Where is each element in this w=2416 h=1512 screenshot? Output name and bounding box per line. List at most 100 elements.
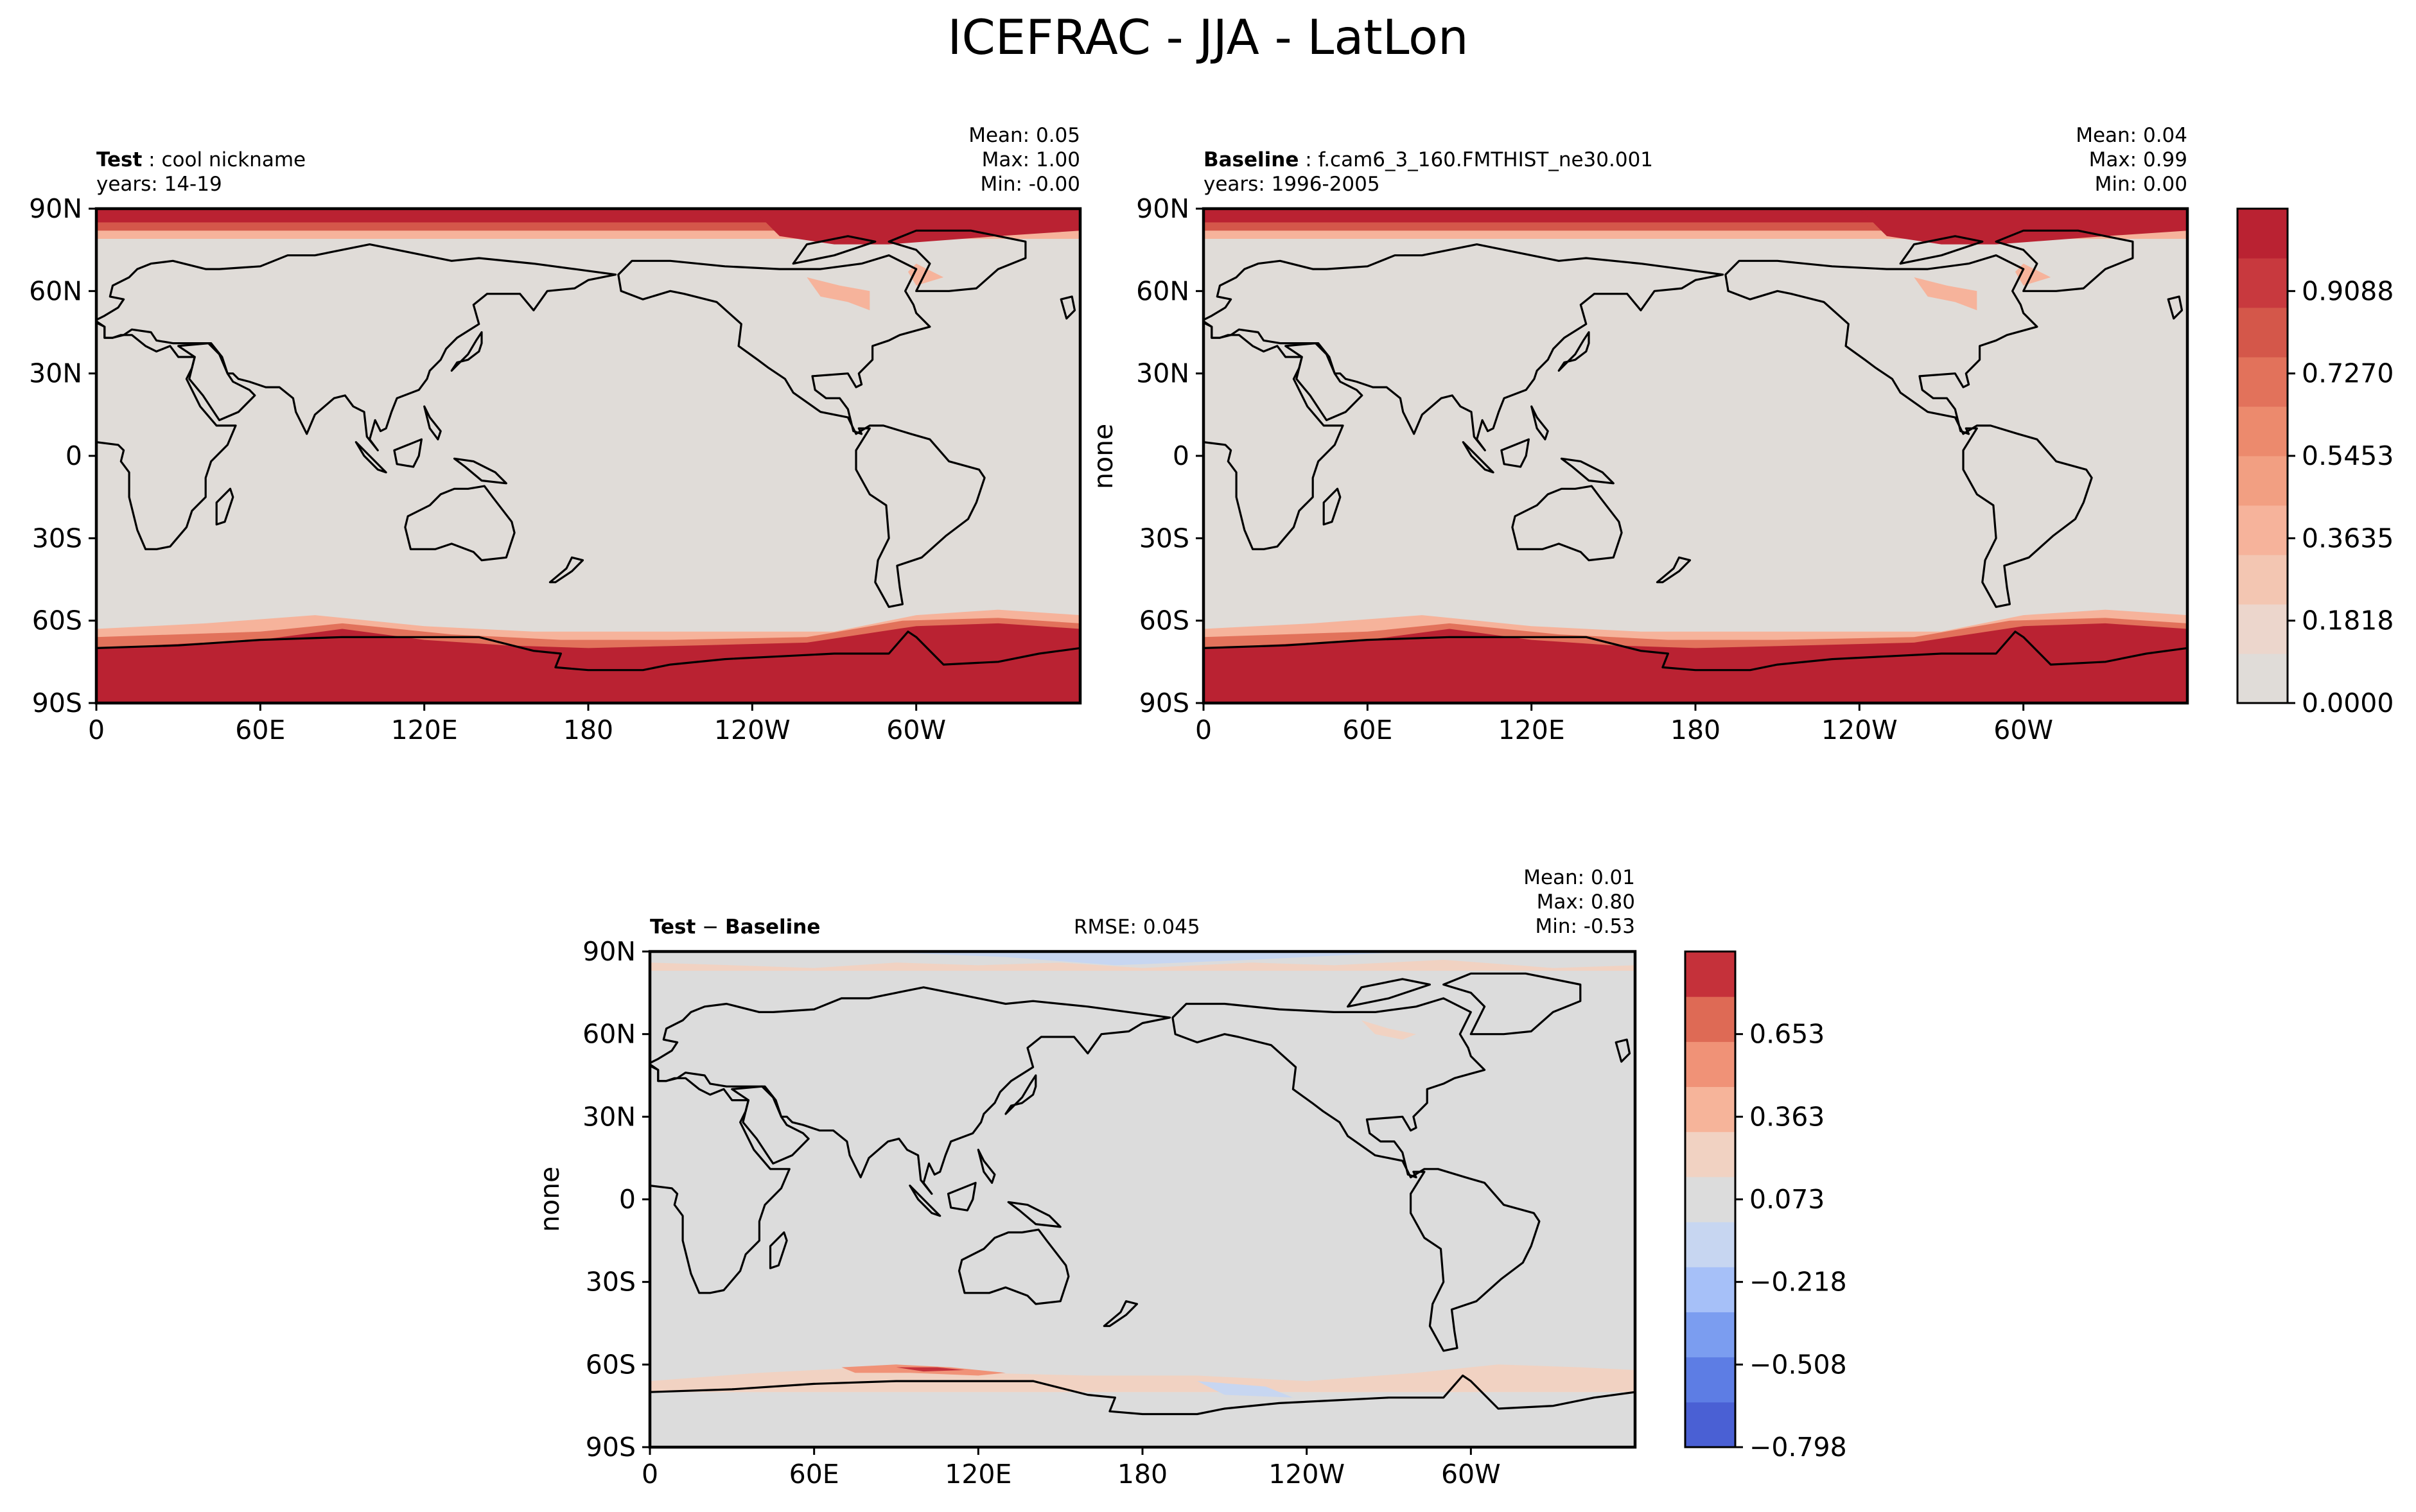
lat-tick-label: 90S: [32, 688, 82, 718]
colorbar-segment: [1685, 1357, 1735, 1403]
field-2: [1204, 209, 2187, 703]
lon-tick-label: 60E: [235, 715, 285, 745]
colorbar-segment: [2237, 308, 2288, 358]
colorbar-tick-label: 0.9088: [2302, 275, 2394, 306]
baseline-case-name: f.cam6_3_160.FMTHIST_ne30.001: [1318, 148, 1654, 171]
coastline-3: [404, 485, 516, 562]
colorbar-segment: [1685, 1402, 1735, 1448]
test-case-label: Test: [96, 148, 143, 171]
lat-tick-label: 60S: [32, 605, 82, 636]
lon-tick-label: 120W: [1268, 1459, 1345, 1490]
colorbar-segment: [1685, 996, 1735, 1042]
diff-header: Test − Baseline: [650, 915, 820, 939]
lat-tick-label: 30S: [32, 523, 82, 553]
coastline-6: [650, 1374, 1635, 1447]
coastline-8: [1004, 1074, 1037, 1115]
colorbar-tick-label: 0.1818: [2302, 605, 2394, 636]
lat-tick-label: 60N: [582, 1019, 636, 1050]
diff-label-a: Test: [650, 916, 696, 939]
colorbar-segment: [2237, 555, 2288, 605]
coastline-1: [731, 1085, 810, 1165]
test-years: years: 14-19: [96, 173, 222, 196]
coastline-14: [423, 405, 442, 440]
colorbar-segment: [2237, 357, 2288, 407]
diff-minus: −: [702, 916, 719, 939]
colorbar-tick-label: 0.7270: [2302, 358, 2394, 389]
lat-tick-label: 60S: [586, 1349, 636, 1380]
lon-tick-label: 60E: [789, 1459, 839, 1490]
coastline-10: [947, 1181, 977, 1212]
coastline-8: [450, 331, 483, 372]
coastline-6: [1204, 630, 2187, 703]
colorbar-segment: [2237, 505, 2288, 555]
colorbar-segment: [1685, 1312, 1735, 1358]
baseline-stats: Mean: 0.04 Max: 0.99 Min: 0.00: [1991, 123, 2187, 196]
coastline-0: [650, 1057, 791, 1294]
baseline-years: years: 1996-2005: [1204, 173, 1380, 196]
colorbar-segment: [1685, 1041, 1735, 1088]
lon-tick-label: 180: [1670, 715, 1720, 745]
lon-tick-label: 120W: [714, 715, 791, 745]
coastline-1: [1284, 342, 1363, 421]
colorbar-segment: [2237, 209, 2288, 259]
coastline-15: [1347, 978, 1431, 1008]
colorbar-tick-label: 0.363: [1749, 1101, 1825, 1132]
colorbar-segment: [1685, 1176, 1735, 1222]
coastline-7: [1060, 295, 1076, 320]
coastline-4: [1171, 997, 1541, 1352]
antarctic-ice-core: [96, 623, 1080, 703]
coastline-1: [177, 342, 256, 421]
coastline-2: [96, 243, 617, 451]
coastline-15: [792, 235, 877, 265]
diff-max: Max: 0.80: [1536, 891, 1635, 914]
colorbar-tick-label: 0.3635: [2302, 523, 2394, 553]
colorbar-1: 0.9088 0.7270 0.5453 0.3635 0.1818 0.0000: [2236, 207, 2394, 718]
coastline-14: [1530, 405, 1549, 440]
colorbar-segment: [1685, 1086, 1735, 1133]
coastline-12: [548, 556, 584, 584]
lat-tick-label: 90N: [29, 193, 82, 224]
lat-tick-label: 60N: [29, 275, 82, 306]
lon-tick-label: 120E: [1498, 715, 1565, 745]
lat-tick-label: 30S: [586, 1267, 636, 1298]
coastline-5: [888, 229, 1027, 292]
lon-tick-label: 120W: [1821, 715, 1898, 745]
coastline-5: [1442, 972, 1582, 1036]
antarctic-ice-core: [1204, 623, 2187, 703]
lat-tick-label: 90N: [582, 936, 636, 967]
test-stats: Mean: 0.05 Max: 1.00 Min: -0.00: [886, 123, 1080, 196]
coastline-13: [1322, 487, 1342, 526]
test-max: Max: 1.00: [981, 148, 1080, 171]
diff-min: Min: -0.53: [1535, 915, 1635, 938]
colorbar-segment: [1685, 1222, 1735, 1267]
coastline-15: [1899, 235, 1984, 265]
lat-tick-label: 90S: [586, 1432, 636, 1463]
lon-tick-label: 0: [1195, 715, 1212, 745]
lon-tick-label: 0: [88, 715, 105, 745]
colorbar-segment: [1685, 952, 1735, 997]
hudson-bay-ice: [1914, 277, 1977, 311]
lon-tick-label: 120E: [391, 715, 458, 745]
lat-tick-label: 60N: [1136, 275, 1189, 306]
coastline-3: [958, 1228, 1070, 1305]
lon-tick-label: 180: [563, 715, 613, 745]
colorbar-tick-label: 0.073: [1749, 1184, 1825, 1215]
coastline-9: [1462, 441, 1494, 474]
colorbar-2: 0.653 0.363 0.073 −0.218 −0.508 −0.798: [1684, 950, 1847, 1463]
lat-tick-label: 90S: [1139, 688, 1189, 718]
test-header: Test : cool nickname years: 14-19: [96, 148, 306, 196]
coastline-0: [1204, 315, 1344, 550]
baseline-header: Baseline : f.cam6_3_160.FMTHIST_ne30.001…: [1204, 148, 1654, 196]
coastline-3: [1511, 485, 1623, 562]
lon-tick-label: 60W: [886, 715, 946, 745]
colorbar-segment: [1685, 1267, 1735, 1312]
coastline-11: [453, 457, 507, 485]
colorbar-tick-label: 0.0000: [2302, 688, 2394, 718]
lat-tick-label: 0: [66, 440, 82, 471]
diff-stats: Mean: 0.01 Max: 0.80 Min: -0.53: [1439, 865, 1635, 939]
baseline-mean: Mean: 0.04: [2076, 124, 2187, 147]
arctic-diff-warm: [650, 959, 1635, 971]
coastline-9: [355, 441, 387, 474]
lon-tick-label: 0: [642, 1459, 658, 1490]
